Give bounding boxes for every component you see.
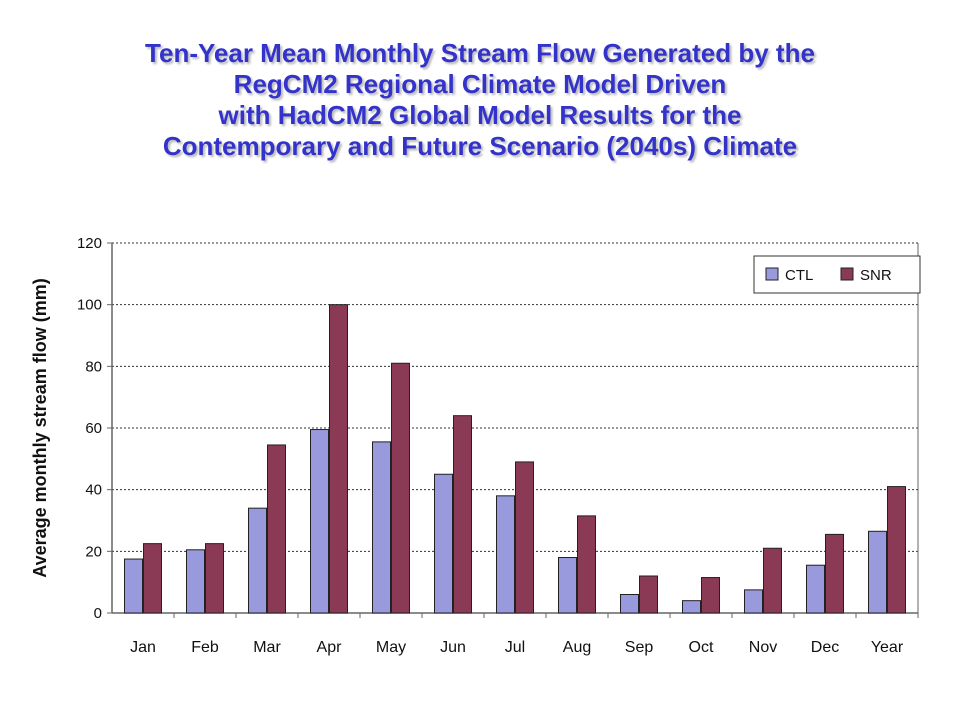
x-tick-label: Apr <box>317 639 343 656</box>
y-tick-label: 40 <box>85 482 102 499</box>
bar-ctl-mar <box>248 507 267 614</box>
x-tick-label: Jul <box>505 639 525 656</box>
bar-snr-jun <box>453 415 472 614</box>
chart-title-line: Contemporary and Future Scenario (2040s)… <box>162 131 798 161</box>
chart-title: Ten-Year Mean Monthly Stream Flow Genera… <box>0 38 960 162</box>
x-tick-label: Dec <box>811 639 839 656</box>
chart-title-line: with HadCM2 Global Model Results for the <box>218 100 742 130</box>
bar-snr-nov <box>763 547 782 614</box>
y-tick-label: 80 <box>85 358 102 375</box>
legend-label-snr: SNR <box>860 267 892 284</box>
bar-snr-sep <box>639 575 658 614</box>
y-tick-label: 20 <box>85 543 102 560</box>
bar-snr-jan <box>143 543 162 614</box>
bar-snr-jul <box>515 461 534 614</box>
bar-ctl-jan <box>124 558 143 614</box>
bar-ctl-jul <box>496 495 515 614</box>
chart-title-line: Ten-Year Mean Monthly Stream Flow Genera… <box>145 38 815 68</box>
y-tick-label: 100 <box>77 297 102 314</box>
bar-snr-apr <box>329 304 348 614</box>
x-tick-label: Nov <box>749 639 777 656</box>
bar-snr-dec <box>825 533 844 614</box>
chart-title-line: RegCM2 Regional Climate Model Driven <box>233 69 727 99</box>
y-tick-label: 120 <box>77 235 102 252</box>
legend-box <box>753 255 921 294</box>
x-tick-label: Jun <box>440 639 466 656</box>
x-tick-label: Mar <box>253 639 281 656</box>
legend-swatch-ctl <box>765 267 779 281</box>
bar-ctl-apr <box>310 429 329 614</box>
x-tick-label: Feb <box>191 639 219 656</box>
x-tick-label: May <box>376 639 406 656</box>
bar-snr-may <box>391 362 410 614</box>
bar-ctl-oct <box>682 600 701 614</box>
legend-label-ctl: CTL <box>785 267 813 284</box>
y-axis-title: Average monthly stream flow (mm) <box>30 278 50 577</box>
legend-swatch-snr <box>840 267 854 281</box>
y-tick-label: 60 <box>85 420 102 437</box>
bar-ctl-jun <box>434 473 453 614</box>
bar-ctl-nov <box>744 589 763 614</box>
x-tick-label: Jan <box>130 639 156 656</box>
bar-snr-mar <box>267 444 286 614</box>
bar-ctl-feb <box>186 549 205 614</box>
bar-snr-aug <box>577 515 596 614</box>
bar-ctl-dec <box>806 564 825 614</box>
bar-snr-oct <box>701 577 720 614</box>
x-tick-label: Oct <box>689 639 714 656</box>
x-tick-label: Aug <box>563 639 591 656</box>
bar-snr-year <box>887 486 906 614</box>
bar-ctl-sep <box>620 594 639 614</box>
bar-ctl-aug <box>558 557 577 614</box>
x-tick-label: Year <box>871 639 904 656</box>
y-tick-label: 0 <box>94 605 102 622</box>
bar-ctl-may <box>372 441 391 614</box>
bar-snr-feb <box>205 543 224 614</box>
x-tick-label: Sep <box>625 639 654 656</box>
bar-ctl-year <box>868 530 887 614</box>
